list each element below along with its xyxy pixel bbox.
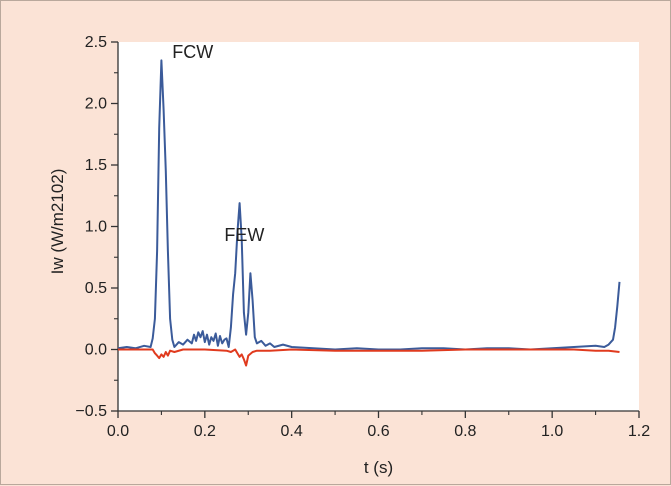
annotation-layer: FCW FEW: [172, 42, 264, 245]
x-tick-label: 1.0: [541, 423, 563, 440]
y-axis-label: Iw (W/m2102): [48, 169, 67, 275]
plot-area: [118, 42, 639, 411]
y-tick-label: 2.0: [85, 96, 107, 113]
y-tick-label: 1.0: [85, 219, 107, 236]
x-tick-label: 0.0: [107, 423, 129, 440]
x-tick-label: 0.6: [367, 423, 389, 440]
series-layer: [117, 59, 621, 367]
x-tick-label: 0.8: [454, 423, 476, 440]
y-tick-label: 2.5: [85, 34, 107, 51]
y-tick-label: −0.5: [75, 403, 107, 420]
axes: 0.0 0.2 0.4 0.6 0.8 1.0 1.2−0.50.00.51.01.52.0…: [75, 34, 650, 440]
annotation-fcw: FCW: [172, 42, 213, 62]
series-line-2: [118, 348, 620, 367]
x-axis-label: t (s): [364, 458, 393, 477]
y-tick-label: 0.0: [85, 342, 107, 359]
x-tick-label: 1.2: [628, 423, 650, 440]
x-tick-label: 0.2: [194, 423, 216, 440]
x-tick-label: 0.4: [281, 423, 303, 440]
y-tick-label: 0.5: [85, 280, 107, 297]
y-tick-label: 1.5: [85, 157, 107, 174]
annotation-few: FEW: [224, 225, 264, 245]
